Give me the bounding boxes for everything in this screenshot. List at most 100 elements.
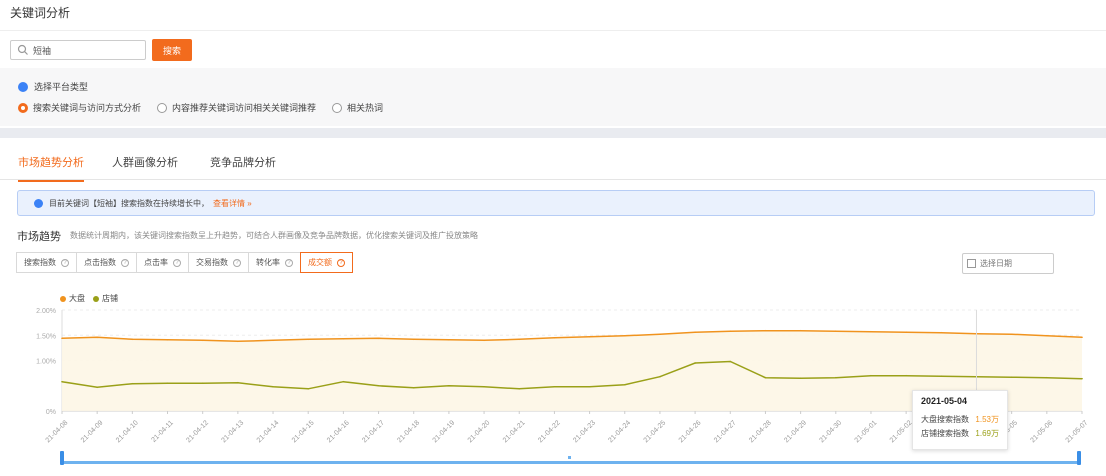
info-dot-icon [18,81,28,92]
x-tick-label: 21-04-13 [221,419,246,444]
x-tick-label: 21-04-19 [432,419,457,444]
search-button[interactable]: 搜索 [152,39,192,61]
range-slider-midpoint[interactable] [568,456,571,459]
data-point-market [342,337,345,340]
data-point-store [694,362,696,364]
tab-audience-profile[interactable]: 人群画像分析 [112,157,178,169]
radio-option-1[interactable]: 内容推荐关键词访问相关关键词推荐 [157,101,316,114]
x-tick-label: 21-04-28 [748,419,773,444]
tab-market-trend[interactable]: 市场趋势分析 [18,154,84,182]
metric-label: 点击率 [144,258,168,267]
data-point-market [764,329,767,332]
data-point-store [307,387,310,390]
radio-option-2[interactable]: 相关热词 [332,101,383,114]
tab-competitor[interactable]: 竞争品牌分析 [210,157,276,169]
data-point-market [834,330,837,333]
platform-scope: 选择平台类型 [18,80,88,93]
search-input[interactable] [33,43,141,57]
x-tick-label: 21-04-24 [607,419,632,444]
metric-label: 转化率 [256,258,280,267]
notice-link[interactable]: 查看详情 » [213,198,252,208]
options-panel: 选择平台类型 搜索关键词与访问方式分析 内容推荐关键词访问相关关键词推荐 相关热… [0,68,1106,126]
metric-button[interactable]: 点击指数? [76,252,137,273]
range-slider-left-handle[interactable] [60,451,64,465]
x-tick-label: 21-04-27 [713,419,738,444]
data-point-store [201,382,204,385]
chart-legend: 大盘 店铺 [60,293,126,304]
radio-checked-icon[interactable] [18,102,28,113]
data-point-store [729,360,732,363]
data-point-market [377,337,380,340]
data-point-store [237,381,239,384]
trend-chart[interactable]: 0% 1.00% 1.50% 2.00% 21-04-08 21-04-09 21-04-1… [0,300,1106,450]
header-divider [0,30,1106,31]
metric-button[interactable]: 转化率? [248,252,301,273]
x-tick-label: 21-04-15 [291,419,316,444]
data-point-market [448,338,450,341]
data-point-store [799,377,802,379]
metric-button[interactable]: 交易指数? [188,252,249,273]
info-icon [34,198,43,208]
help-icon: ? [285,258,293,267]
analysis-type-radios: 搜索关键词与访问方式分析 内容推荐关键词访问相关关键词推荐 相关热词 [18,101,399,114]
series-line-store [61,360,1083,390]
radio-unchecked-icon[interactable] [157,102,168,113]
metric-label: 点击指数 [84,258,116,267]
data-point-market [201,339,204,342]
x-tick-label: 21-04-08 [45,419,70,444]
range-slider-right-handle[interactable] [1077,451,1081,465]
metric-label: 交易指数 [196,258,228,267]
x-tick-label: 21-04-23 [572,419,597,444]
tooltip-date: 2021-05-04 [921,396,968,406]
data-point-store [448,384,450,387]
legend-label: 大盘 [69,294,85,303]
metric-button[interactable]: 点击率? [136,252,189,273]
data-point-store [834,376,837,379]
data-point-market [623,334,626,337]
radio-unchecked-icon[interactable] [332,102,343,113]
data-point-market [61,337,63,340]
data-point-market [96,336,98,339]
data-point-store [61,380,63,383]
data-point-market [131,338,134,341]
metric-button-active[interactable]: 成交额? [300,252,353,273]
search-icon [17,44,28,55]
metric-label: 成交额 [308,258,332,267]
trend-title: 市场趋势 [17,231,61,243]
data-point-market [588,335,591,338]
x-tick-label: 21-04-09 [80,419,105,444]
radio-label: 搜索关键词与访问方式分析 [33,103,142,113]
data-point-store [483,385,485,388]
x-tick-label: 21-04-22 [537,419,562,444]
data-point-store [377,384,380,387]
data-point-market [870,330,872,333]
chart-tooltip: 2021-05-04 大盘搜索指数 1.53万 店铺搜索指数 1.69万 [912,390,1008,450]
legend-item-store[interactable]: 店铺 [93,293,118,304]
legend-item-market[interactable]: 大盘 [60,293,85,304]
data-point-market [412,338,415,341]
data-point-market [483,339,485,342]
x-tick-label: 21-04-29 [783,419,808,444]
date-picker-placeholder: 选择日期 [980,259,1012,268]
range-slider-track[interactable] [62,461,1080,464]
legend-label: 店铺 [102,294,118,303]
radio-option-0[interactable]: 搜索关键词与访问方式分析 [18,101,141,114]
metric-button[interactable]: 搜索指数? [16,252,77,273]
data-point-store [412,386,415,389]
y-tick-label: 1.00% [36,359,56,366]
tooltip-row: 店铺搜索指数 1.69万 [921,428,999,439]
notice-banner: 目前关键词【短袖】搜索指数在持续增长中， 查看详情 » [17,190,1095,216]
search-field[interactable] [10,40,146,60]
radio-label: 内容推荐关键词访问相关关键词推荐 [172,103,317,113]
help-icon: ? [61,258,69,267]
x-tick-label: 21-04-25 [643,419,668,444]
x-tick-label: 21-04-18 [396,419,421,444]
data-point-store [342,380,345,383]
tooltip-label: 大盘搜索指数 [921,415,969,424]
radio-label: 相关热词 [347,103,384,113]
tooltip-value: 1.53万 [975,415,999,424]
data-point-market [1010,333,1013,336]
date-picker[interactable]: 选择日期 [962,253,1054,274]
y-tick-label: 1.50% [36,333,56,340]
